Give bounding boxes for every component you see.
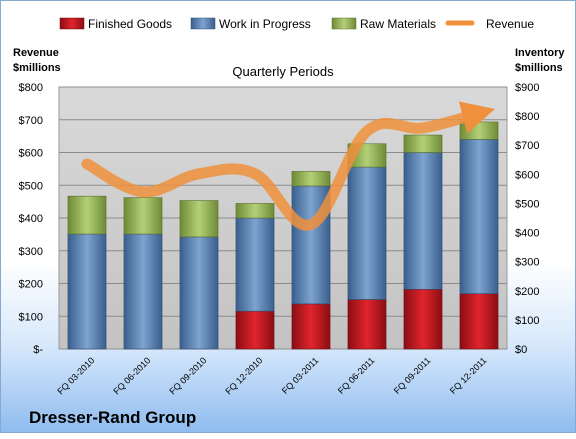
category-label: FQ 06-2011 — [336, 355, 377, 396]
bar-raw-materials — [291, 171, 331, 187]
company-title: Dresser-Rand Group — [29, 408, 196, 427]
right-axis-tick-label: $800 — [515, 111, 539, 123]
bar-raw-materials — [67, 195, 107, 235]
left-axis-title-line1: Revenue — [13, 47, 59, 59]
right-axis-tick-label: $700 — [515, 140, 539, 152]
bar-work-in-progress — [347, 166, 387, 300]
right-axis-tick-label: $0 — [515, 344, 527, 356]
left-axis-tick-label: $300 — [19, 246, 43, 258]
legend-swatch-work-in-progress — [190, 17, 216, 30]
legend-label-raw-materials: Raw Materials — [360, 17, 436, 31]
bar-finished-goods — [347, 299, 387, 350]
bar-finished-goods — [291, 303, 331, 350]
left-axis-tick-label: $- — [33, 344, 43, 356]
category-axis: FQ 03-2010 FQ 06-2010 FQ 09-2010 FQ 12-2010… — [55, 355, 488, 396]
bar-finished-goods — [403, 289, 443, 350]
right-axis-tick-label: $100 — [515, 315, 539, 327]
chart-subtitle: Quarterly Periods — [232, 64, 334, 79]
right-axis-tick-label: $500 — [515, 198, 539, 210]
bar-work-in-progress — [67, 233, 107, 350]
legend-label-finished-goods: Finished Goods — [88, 17, 172, 31]
category-label: FQ 03-2011 — [280, 355, 321, 396]
left-axis: $- $100 $200 $300 $400 $500 $600 $700 $800 — [19, 82, 44, 356]
category-label: FQ 06-2010 — [111, 355, 152, 396]
left-axis-tick-label: $400 — [19, 213, 43, 225]
legend-swatch-finished-goods — [59, 17, 85, 30]
legend-label-work-in-progress: Work in Progress — [219, 17, 311, 31]
left-axis-tick-label: $600 — [19, 148, 43, 160]
right-axis-title-line2: $millions — [515, 62, 563, 74]
category-label: FQ 12-2010 — [223, 355, 264, 396]
bar-work-in-progress — [179, 236, 219, 350]
right-axis-tick-label: $300 — [515, 257, 539, 269]
legend-swatch-raw-materials — [331, 17, 357, 30]
right-axis-tick-label: $200 — [515, 286, 539, 298]
right-axis-title-line1: Inventory — [515, 47, 565, 59]
right-axis: $0 $100 $200 $300 $400 $500 $600 $700 $800 $900 — [515, 82, 539, 356]
category-label: FQ 09-2011 — [392, 355, 433, 396]
bar-work-in-progress — [459, 139, 499, 294]
bar-raw-materials — [179, 200, 219, 238]
category-label: FQ 09-2010 — [167, 355, 208, 396]
bar-raw-materials — [403, 134, 443, 153]
bar-raw-materials — [235, 203, 275, 219]
bar-work-in-progress — [235, 217, 275, 312]
bar-work-in-progress — [403, 152, 443, 290]
left-axis-tick-label: $500 — [19, 180, 43, 192]
left-axis-tick-label: $100 — [19, 311, 43, 323]
left-axis-tick-label: $800 — [19, 82, 43, 94]
category-label: FQ 03-2010 — [55, 355, 96, 396]
bar-series — [67, 121, 499, 350]
right-axis-tick-label: $400 — [515, 228, 539, 240]
revenue-line-series — [81, 101, 495, 231]
bar-finished-goods — [235, 310, 275, 350]
legend: Finished Goods Work in Progress Raw Mate… — [59, 17, 534, 31]
revenue-line — [81, 101, 495, 231]
legend-label-revenue: Revenue — [486, 17, 534, 31]
bar-raw-materials — [123, 197, 163, 235]
right-axis-tick-label: $600 — [515, 169, 539, 181]
left-axis-tick-label: $700 — [19, 115, 43, 127]
bar-work-in-progress — [123, 233, 163, 350]
bar-finished-goods — [459, 293, 499, 350]
right-axis-tick-label: $900 — [515, 82, 539, 94]
category-label: FQ 12-2011 — [448, 355, 489, 396]
left-axis-title-line2: $millions — [13, 62, 61, 74]
left-axis-tick-label: $200 — [19, 279, 43, 291]
bar-raw-materials — [459, 121, 499, 140]
